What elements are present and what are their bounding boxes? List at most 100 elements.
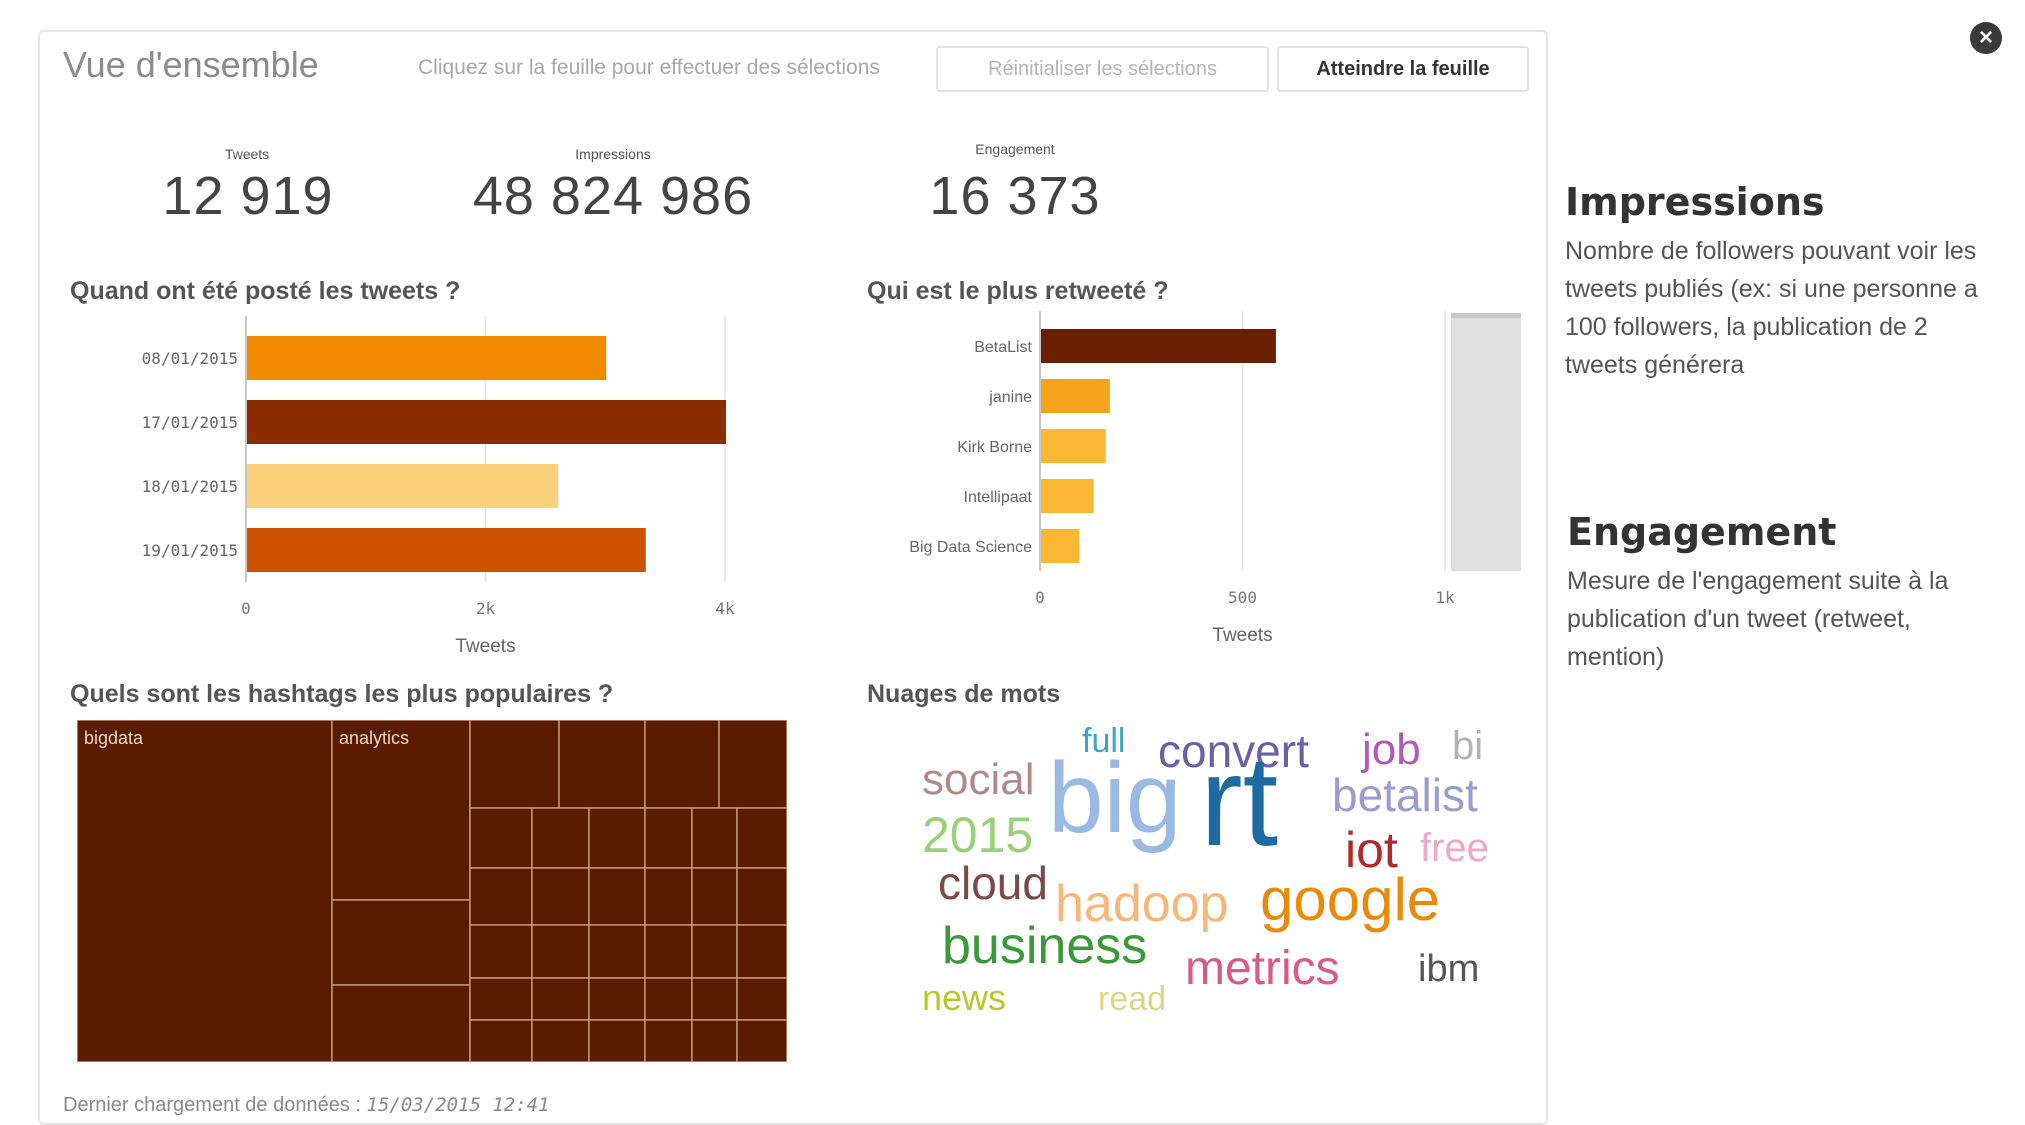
kpi-impressions-label: Impressions [575,146,651,162]
word-cloud-word[interactable]: rt [1200,730,1279,873]
treemap-cell[interactable] [736,977,787,1021]
category-label[interactable]: Big Data Science [909,539,1032,556]
treemap-title: Quels sont les hashtags les plus populai… [70,680,614,708]
treemap-label[interactable]: bigdata [84,728,144,748]
bar[interactable] [1041,379,1110,413]
treemap-cell[interactable] [644,1019,693,1062]
category-label[interactable]: 19/01/2015 [142,541,238,560]
bar[interactable] [247,400,726,444]
treemap-cell[interactable] [531,977,590,1021]
treemap-cell[interactable] [469,1019,533,1062]
chart-retweeted-title: Qui est le plus retweeté ? [867,277,1169,305]
treemap-cell[interactable] [644,977,693,1021]
word-cloud-word[interactable]: hadoop [1055,875,1229,933]
close-icon[interactable]: × [1970,22,2002,54]
chart-most-retweeted[interactable]: 0 500 1k BetaList janine Kirk Borne Intellipaa… [860,305,1540,660]
hashtag-treemap[interactable]: bigdata analytics [77,720,787,1062]
treemap-cell[interactable] [588,1019,646,1062]
reset-selections-button[interactable]: Réinitialiser les sélections [936,46,1269,92]
kpi-engagement-label: Engagement [975,141,1055,157]
word-cloud-word[interactable]: business [942,917,1148,975]
last-load-timestamp: 15/03/2015 12:41 [366,1094,550,1116]
treemap-cell[interactable] [691,977,738,1021]
category-label[interactable]: 17/01/2015 [142,413,238,432]
word-cloud-word[interactable]: bi [1452,724,1484,768]
word-cloud-word[interactable]: convert [1158,725,1309,777]
word-cloud-word[interactable]: ibm [1418,948,1480,990]
kpi-impressions-value: 48 824 986 [472,166,754,226]
treemap-cell[interactable] [691,1019,738,1062]
kpi-tweets-label: Tweets [224,146,270,162]
kpi-tweets-value: 12 919 [162,166,334,226]
treemap-cell[interactable] [691,924,738,979]
treemap-cell[interactable] [531,924,590,979]
wordcloud-title: Nuages de mots [867,680,1061,708]
category-label[interactable]: Intellipaat [964,489,1033,506]
word-cloud-word[interactable]: read [1098,980,1167,1018]
scrollbar-handle[interactable] [1451,313,1521,318]
x-axis-title: Tweets [455,636,515,657]
treemap-cell[interactable] [469,924,533,979]
treemap-cell[interactable] [736,807,787,869]
word-cloud-word[interactable]: 2015 [922,807,1034,863]
word-cloud-word[interactable]: social [922,755,1035,804]
bar[interactable] [1041,329,1276,363]
word-cloud-word[interactable]: betalist [1332,769,1478,821]
word-cloud-word[interactable]: news [922,977,1007,1018]
category-label[interactable]: BetaList [974,339,1032,356]
bar[interactable] [247,528,646,572]
impressions-description: Nombre de followers pouvant voir les twe… [1565,237,1978,379]
word-cloud-word[interactable]: iot [1345,822,1398,878]
treemap-cell[interactable] [331,720,471,901]
word-cloud[interactable]: full convert job bi social big rt betalist 2015 i… [900,710,1520,1050]
bar[interactable] [1041,479,1094,513]
goto-sheet-button[interactable]: Atteindre la feuille [1277,46,1529,92]
treemap-cell[interactable] [469,977,533,1021]
word-cloud-word[interactable]: free [1420,826,1489,870]
treemap-cell[interactable] [531,1019,590,1062]
treemap-label[interactable]: analytics [339,728,409,748]
treemap-cell[interactable] [469,720,560,809]
treemap-cell[interactable] [531,807,590,869]
category-label[interactable]: 08/01/2015 [142,349,238,368]
treemap-cell[interactable] [588,807,646,869]
treemap-cell[interactable] [588,924,646,979]
treemap-cell[interactable] [644,807,693,869]
treemap-cell[interactable] [331,984,471,1062]
x-tick-label: 2k [476,599,496,618]
category-label[interactable]: Kirk Borne [957,439,1032,456]
treemap-cell[interactable] [736,924,787,979]
treemap-cell[interactable] [77,720,333,1062]
word-cloud-word[interactable]: job [1362,725,1421,774]
treemap-cell[interactable] [718,720,787,809]
treemap-cell[interactable] [469,807,533,869]
word-cloud-word[interactable]: metrics [1185,942,1340,995]
word-cloud-word[interactable]: google [1260,866,1441,933]
bar[interactable] [247,336,607,380]
treemap-cell[interactable] [588,867,646,926]
chart-tweets-by-date[interactable]: 0 2k 4k 08/01/2015 17/01/2015 18/01/2015 19/01… [60,310,760,660]
treemap-cell[interactable] [736,1019,787,1062]
treemap-cell[interactable] [531,867,590,926]
treemap-cell[interactable] [588,977,646,1021]
category-label[interactable]: 18/01/2015 [142,477,238,496]
treemap-cell[interactable] [691,807,738,869]
word-cloud-word[interactable]: full [1082,722,1126,760]
last-load-label: Dernier chargement de données : [63,1094,361,1116]
treemap-cell[interactable] [331,899,471,986]
treemap-cell[interactable] [644,720,720,809]
treemap-cell[interactable] [736,867,787,926]
bar[interactable] [1041,429,1106,463]
treemap-cell[interactable] [644,924,693,979]
word-cloud-word[interactable]: big [1048,742,1182,854]
chart-scrollbar[interactable] [1451,313,1521,571]
bar[interactable] [1041,529,1080,563]
category-label[interactable]: janine [988,389,1032,406]
treemap-cell[interactable] [644,867,693,926]
word-cloud-word[interactable]: cloud [938,857,1048,909]
bar[interactable] [247,464,559,508]
treemap-cell[interactable] [691,867,738,926]
treemap-cell[interactable] [558,720,646,809]
selection-hint: Cliquez sur la feuille pour effectuer de… [418,56,880,79]
treemap-cell[interactable] [469,867,533,926]
